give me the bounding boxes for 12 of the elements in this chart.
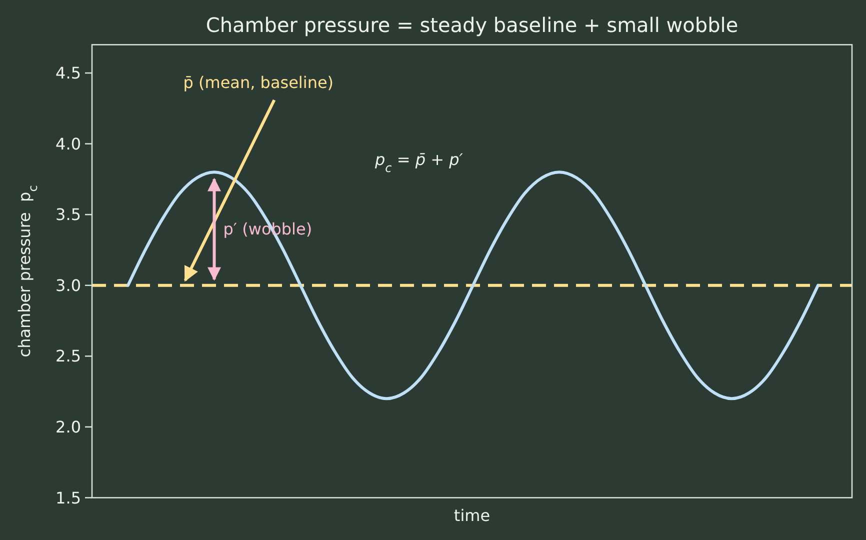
y-tick-label: 1.5 xyxy=(56,488,81,508)
y-tick-label: 3.0 xyxy=(56,276,81,295)
y-tick-label: 4.5 xyxy=(56,64,81,83)
y-tick-label: 2.0 xyxy=(56,418,81,437)
ref-line-label: p̄ (mean, baseline) xyxy=(183,73,334,92)
chart-title: Chamber pressure = steady baseline + small wobble xyxy=(206,13,738,37)
annotation: p$_{c}$ = p̄ + p′ xyxy=(374,150,464,175)
y-tick-label: 2.5 xyxy=(56,346,81,366)
line-series xyxy=(126,170,820,400)
y-tick-label: 3.5 xyxy=(56,205,81,224)
x-axis-title: time xyxy=(454,506,490,525)
y-tick-label: 4.0 xyxy=(56,134,81,154)
